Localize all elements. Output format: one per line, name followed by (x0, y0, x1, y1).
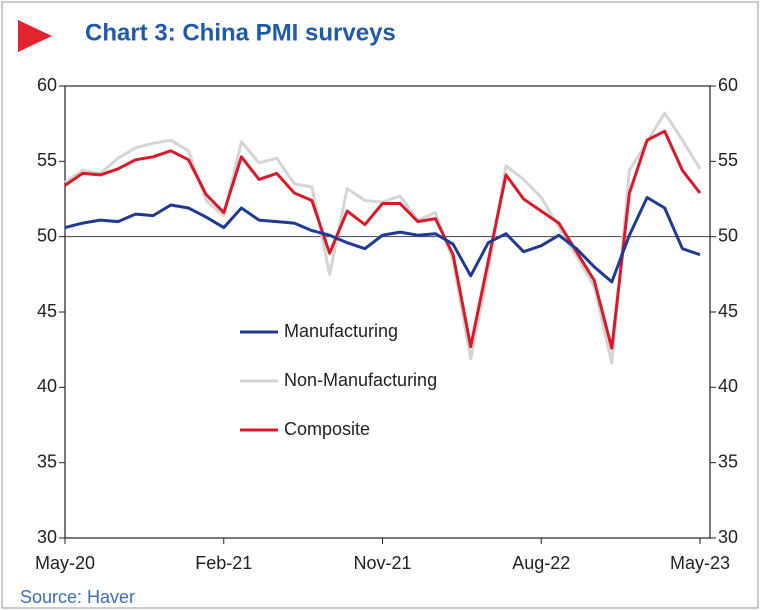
y2-tick-label: 50 (718, 225, 738, 245)
y-tick-label: 50 (37, 225, 57, 245)
chart-title: Chart 3: China PMI surveys (85, 19, 396, 46)
y2-tick-label: 55 (718, 150, 738, 170)
y-tick-label: 40 (37, 376, 57, 396)
y2-tick-label: 45 (718, 301, 738, 321)
y2-tick-label: 60 (718, 75, 738, 95)
x-tick-label: Nov-21 (353, 553, 411, 573)
y-tick-label: 45 (37, 301, 57, 321)
y-tick-label: 60 (37, 75, 57, 95)
series-line (64, 129, 702, 350)
y2-tick-label: 30 (718, 527, 738, 547)
y-tick-label: 55 (37, 150, 57, 170)
legend-label: Non-Manufacturing (284, 370, 437, 390)
x-tick-label: May-23 (670, 553, 730, 573)
x-tick-label: Aug-22 (512, 553, 570, 573)
y2-tick-label: 40 (718, 376, 738, 396)
y2-tick-label: 35 (718, 451, 738, 471)
y-tick-label: 35 (37, 451, 57, 471)
legend-label: Composite (284, 419, 370, 439)
x-tick-label: Feb-21 (195, 553, 252, 573)
legend-label: Manufacturing (284, 321, 398, 341)
title-marker (18, 20, 52, 52)
series-line (64, 196, 701, 284)
x-tick-label: May-20 (35, 553, 95, 573)
source: Source: Haver (20, 587, 135, 607)
y-tick-label: 30 (37, 527, 57, 547)
